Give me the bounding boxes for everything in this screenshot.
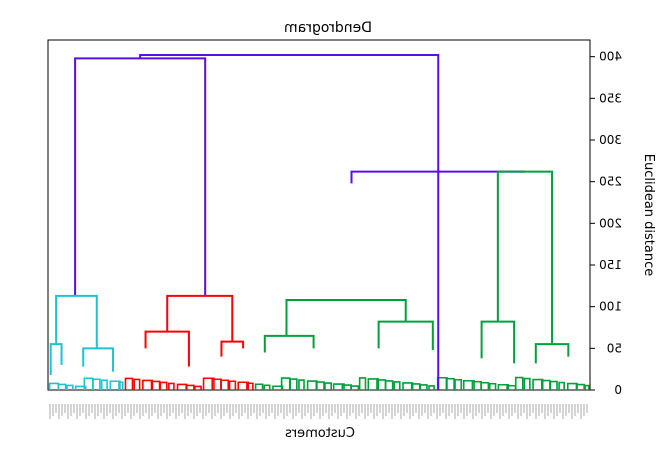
leaf-link [220,379,230,390]
leaf-link [237,381,250,390]
dendrogram-link-7 [144,330,190,367]
y-tick-label: 350 [599,91,622,105]
leaf-link [523,377,531,390]
dendrogram-link-10 [263,334,315,353]
dendrogram-link-3 [55,294,98,349]
y-tick-label: 300 [599,133,622,147]
dendrogram-link-0 [139,54,440,390]
leaf-link [428,385,435,390]
dendrogram-link-5 [82,347,115,372]
leaf-link [306,380,318,390]
leaf-link [462,379,475,390]
leaf-link [74,385,87,390]
leaf-link [254,383,264,390]
y-tick-label: 150 [599,258,622,272]
leaf-link [57,383,67,390]
leaf-link [109,380,121,390]
dendrogram-link-9 [285,299,407,336]
y-tick-label: 200 [599,216,622,230]
leaf-link [324,382,332,390]
leaf-link [514,376,524,390]
leaf-link [48,382,60,390]
dendrogram-link-1 [74,57,207,296]
leaf-link [332,383,345,390]
leaf-link [194,385,202,390]
leaf-link [575,383,585,390]
y-tick-label: 100 [599,300,622,314]
leaf-link [497,383,510,390]
y-tick-label: 250 [599,175,622,189]
leaf-link [384,380,394,390]
leaf-link [159,381,168,390]
leaf-link [566,382,578,390]
leaf-link [488,382,497,390]
leaf-link [532,378,544,390]
leaf-link [92,378,101,390]
leaf-link [66,384,74,390]
dendrogram-link-8 [220,340,245,357]
leaf-link [185,384,195,390]
leaf-link [168,382,175,390]
leaf-link [246,382,254,390]
plot-frame [47,39,591,391]
dendrogram-link-12 [496,170,554,345]
leaf-link [176,383,188,390]
leaf-cluster-1 [124,377,254,390]
leaf-cluster-2 [254,376,590,390]
leaf-link [118,381,124,390]
leaf-link [289,378,298,390]
y-axis-label: Euclidean distance [641,154,656,277]
x-axis-label: Customers [285,426,355,441]
leaf-link [124,377,134,390]
y-axis: 0 50 100 150 200 250 300 350 400 [590,50,622,397]
dendrogram-link-4 [49,343,63,375]
leaf-link [393,381,401,390]
leaf-link [100,379,108,390]
y-tick-label: 400 [599,50,622,64]
leaf-link [272,385,284,390]
leaf-link [367,378,380,390]
y-tick-label: 0 [614,383,622,397]
leaf-link [558,381,565,390]
leaf-link [454,378,463,390]
leaf-link [445,377,455,390]
leaf-link [358,377,367,390]
y-tick-label: 50 [607,341,622,355]
leaf-tick-labels [49,404,588,419]
leaf-link [315,381,325,390]
leaf-link [419,384,428,390]
leaf-link [228,380,237,390]
leaf-link [202,377,215,390]
leaf-link [263,384,271,390]
leaf-link [402,382,414,390]
leaf-link [298,379,305,390]
leaf-link [584,384,590,390]
chart-title: Dendrogram [284,20,372,36]
dendrogram-link-13 [480,320,516,364]
leaf-link [133,378,141,390]
dendrogram-link-14 [534,343,570,364]
dendrogram-link-2 [350,170,525,184]
leaf-link [142,379,154,390]
plot-area [47,39,591,419]
leaf-link [549,380,558,390]
leaf-cluster-0 [48,377,124,390]
dendrogram-link-11 [377,320,434,350]
leaf-link [480,381,490,390]
dendrogram-link-6 [166,294,234,342]
leaf-link [350,385,360,390]
